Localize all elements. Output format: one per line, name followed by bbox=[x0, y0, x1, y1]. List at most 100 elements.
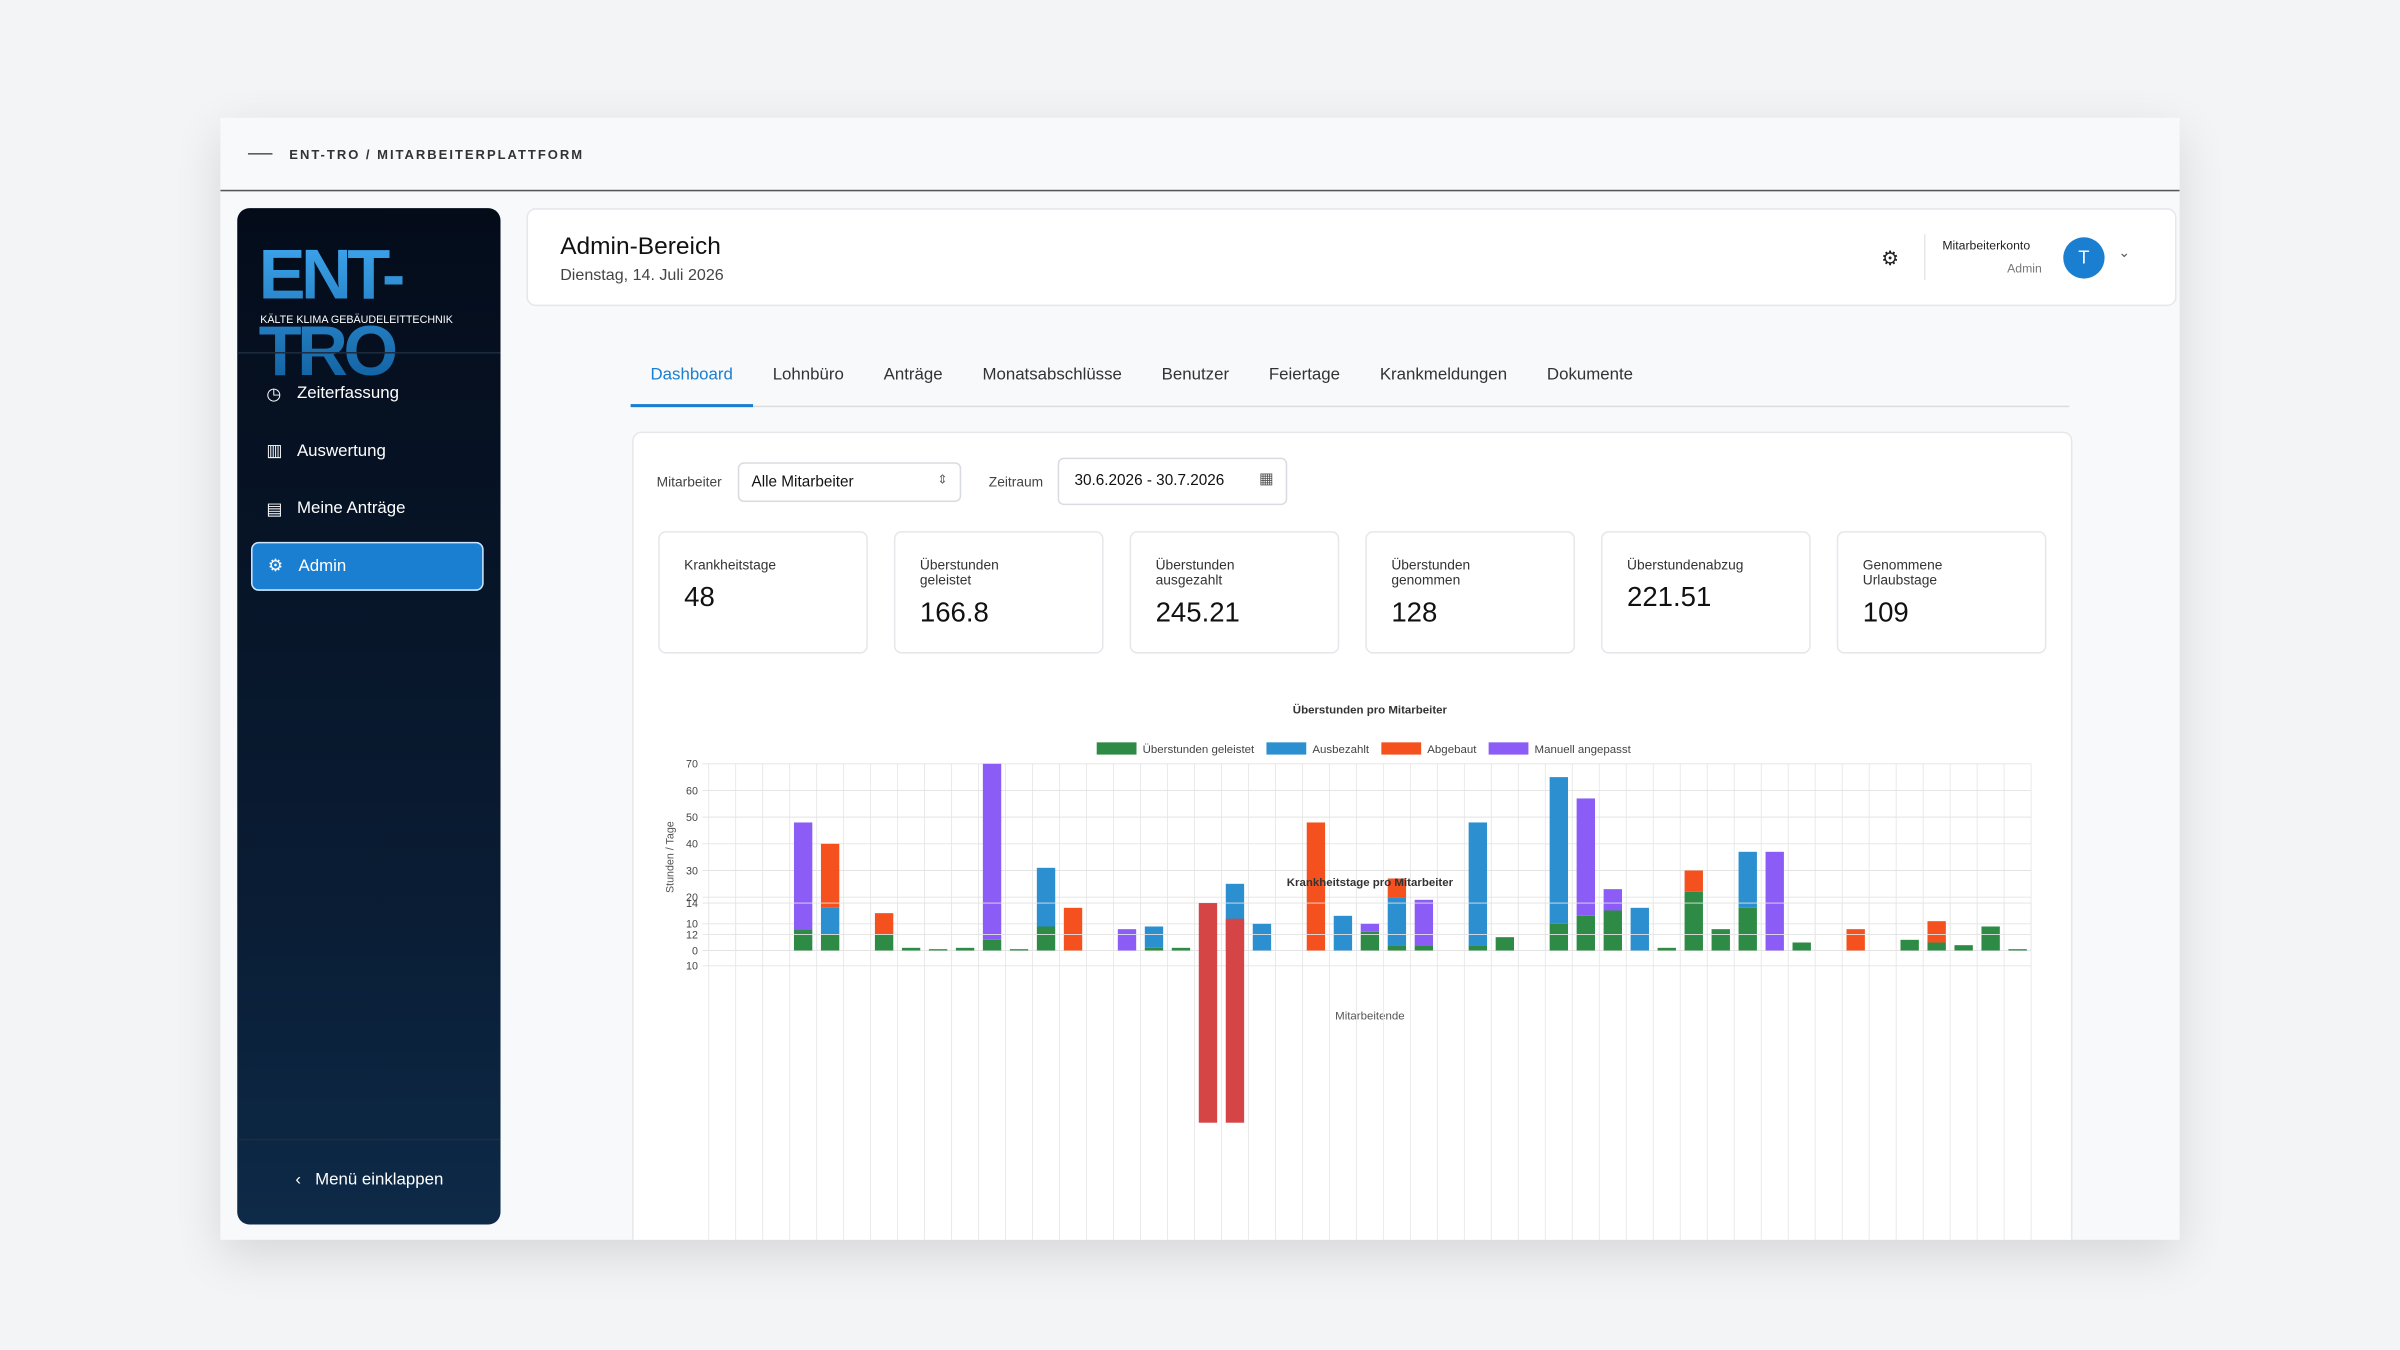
nav-item[interactable]: ⚙ Admin bbox=[251, 541, 484, 591]
tab[interactable]: Feiertage bbox=[1268, 365, 1341, 385]
account-role: Admin bbox=[2007, 261, 2042, 276]
bar-segment bbox=[1927, 942, 1946, 951]
bar-segment bbox=[901, 947, 921, 951]
kpi-card: Genommene Urlaubstage 109 bbox=[1836, 531, 2047, 654]
bar-segment bbox=[1495, 937, 1515, 951]
bar-segment bbox=[1333, 915, 1353, 951]
bar-segment bbox=[1792, 942, 1811, 951]
bar-segment bbox=[1414, 899, 1434, 946]
settings-icon[interactable]: ⚙ bbox=[1881, 246, 1899, 270]
bar-segment bbox=[955, 947, 975, 951]
legend-label: Manuell angepasst bbox=[1535, 744, 1632, 756]
legend-label: Überstunden geleistet bbox=[1143, 744, 1255, 756]
nav-item[interactable]: ▤ Meine Anträge bbox=[251, 484, 484, 533]
tab[interactable]: Dashboard bbox=[630, 355, 753, 408]
tab[interactable]: Dokumente bbox=[1546, 365, 1634, 385]
divider bbox=[237, 352, 501, 354]
kpi-value: 109 bbox=[1862, 596, 1909, 628]
kpi-value: 128 bbox=[1391, 596, 1438, 628]
chart-title: Krankheitstage pro Mitarbeiter bbox=[1287, 877, 1454, 889]
bar-segment bbox=[1927, 921, 1946, 943]
bar-segment bbox=[1738, 907, 1757, 951]
employee-select[interactable]: Alle Mitarbeiter ⇕ bbox=[737, 462, 962, 503]
kpi-label: Überstunden geleistet bbox=[919, 557, 999, 588]
nav-label: Meine Anträge bbox=[296, 498, 406, 518]
bar-segment bbox=[1549, 777, 1569, 924]
bar-segment bbox=[1549, 923, 1569, 951]
tab[interactable]: Lohnbüro bbox=[772, 365, 844, 385]
nav-icon: ⚙ bbox=[267, 557, 283, 576]
bar-segment bbox=[1144, 947, 1164, 951]
tab[interactable]: Benutzer bbox=[1161, 365, 1230, 385]
bar-segment bbox=[1684, 870, 1703, 892]
y-tick-label: 70 bbox=[686, 759, 698, 771]
select-value: Alle Mitarbeiter bbox=[751, 474, 854, 492]
nav-item[interactable]: ▥ Auswertung bbox=[251, 426, 484, 475]
nav-item[interactable]: ◷ Zeiterfassung bbox=[251, 369, 484, 418]
bar-segment bbox=[820, 934, 840, 951]
tab[interactable]: Anträge bbox=[883, 365, 943, 385]
y-tick-label: 12 bbox=[686, 929, 698, 941]
divider bbox=[237, 1138, 501, 1141]
tab[interactable]: Monatsabschlüsse bbox=[982, 365, 1122, 385]
bar-segment bbox=[1117, 929, 1137, 951]
y-tick-label: 0 bbox=[692, 945, 698, 957]
x-axis-label: Mitarbeitende bbox=[1335, 1010, 1405, 1022]
bar-segment bbox=[1144, 926, 1164, 948]
legend-swatch bbox=[1096, 742, 1137, 755]
menu-line bbox=[247, 153, 273, 155]
y-tick-label: 50 bbox=[686, 812, 698, 824]
breadcrumb: ENT-TRO / MITARBEITERPLATTFORM bbox=[289, 146, 585, 163]
bar-segment bbox=[874, 934, 894, 951]
bar-segment bbox=[1171, 947, 1191, 951]
bar-segment bbox=[1657, 947, 1676, 951]
dropdown-caret[interactable]: ⌄ bbox=[2118, 244, 2130, 261]
bar-segment bbox=[1036, 926, 1056, 951]
legend-label: Abgebaut bbox=[1427, 744, 1477, 756]
y-tick-label: 30 bbox=[686, 865, 698, 877]
page-title: Admin-Bereich bbox=[560, 234, 721, 261]
kpi-label: Überstunden genommen bbox=[1391, 557, 1471, 588]
logo: ENT-TRO bbox=[259, 236, 501, 389]
bar-segment bbox=[793, 929, 813, 951]
filter-label: Mitarbeiter bbox=[656, 474, 722, 490]
kpi-label: Krankheitstage bbox=[684, 557, 777, 573]
period-picker[interactable]: 30.6.2026 - 30.7.2026 ▦ bbox=[1057, 457, 1288, 506]
top-bar: ENT-TRO / MITARBEITERPLATTFORM bbox=[220, 117, 2180, 192]
nav-icon: ◷ bbox=[266, 384, 282, 404]
kpi-label: Überstundenabzug bbox=[1627, 557, 1744, 573]
nav-icon: ▤ bbox=[266, 499, 283, 519]
bar-segment bbox=[1360, 923, 1380, 932]
bar-segment bbox=[1360, 931, 1380, 951]
legend-label: Ausbezahlt bbox=[1312, 744, 1370, 756]
bar-segment bbox=[1630, 907, 1649, 951]
y-tick-label: 40 bbox=[686, 839, 698, 851]
bar-segment bbox=[793, 822, 813, 930]
kpi-card: Überstunden genommen 128 bbox=[1365, 531, 1575, 654]
bar-segment bbox=[1252, 923, 1272, 951]
y-tick-label: 10 bbox=[686, 919, 698, 931]
bar bbox=[1225, 918, 1245, 1123]
kpi-card: Krankheitstage 48 bbox=[658, 531, 868, 654]
y-tick-label: 20 bbox=[686, 892, 698, 904]
avatar[interactable]: T bbox=[2063, 237, 2105, 279]
bar-segment bbox=[1306, 822, 1326, 951]
nav-label: Admin bbox=[298, 556, 347, 575]
divider bbox=[1923, 234, 1926, 281]
kpi-value: 245.21 bbox=[1155, 596, 1240, 628]
y-tick-label: 10 bbox=[686, 961, 698, 973]
logo-tagline: KÄLTE KLIMA GEBÄUDELEITTECHNIK bbox=[260, 315, 453, 327]
bar-segment bbox=[1387, 878, 1407, 898]
charts: Überstunden pro Mitarbeiter 0 10 20 30 40 50 60… bbox=[664, 703, 2032, 1240]
nav-icon: ▥ bbox=[266, 442, 283, 461]
bar-segment bbox=[1468, 945, 1488, 951]
bar-segment bbox=[820, 843, 840, 908]
bar-segment bbox=[1603, 910, 1622, 951]
legend-swatch bbox=[1266, 742, 1307, 755]
tab[interactable]: Krankmeldungen bbox=[1379, 365, 1508, 385]
legend-swatch bbox=[1381, 742, 1422, 755]
bar-segment bbox=[1954, 945, 1973, 951]
collapse-button[interactable]: ‹ Menü einklappen bbox=[295, 1170, 444, 1190]
kpi-card: Überstundenabzug 221.51 bbox=[1601, 531, 1811, 654]
